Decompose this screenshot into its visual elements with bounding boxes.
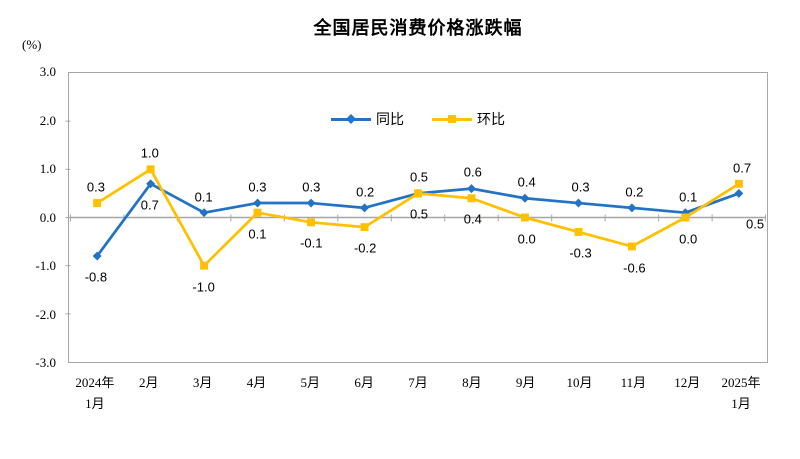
data-point-marker (253, 208, 262, 217)
x-axis-label: 12月 (674, 375, 701, 390)
data-point-marker (734, 179, 743, 188)
chart-canvas (65, 120, 767, 315)
y-axis-tick-label: 1.0 (39, 161, 56, 176)
data-label: 0.5 (409, 206, 429, 222)
data-point-marker (93, 199, 102, 208)
data-label: 0.0 (679, 231, 698, 246)
data-point-marker (573, 198, 583, 208)
y-axis-tick-label: 3.0 (39, 64, 56, 79)
data-point-marker (520, 213, 529, 222)
legend-item-mom: 环比 (432, 112, 505, 126)
x-axis-label: 5月 (300, 375, 321, 390)
data-label: 0.2 (625, 184, 644, 200)
x-axis-label: 8月 (462, 375, 482, 390)
data-label: 0.3 (86, 179, 105, 195)
x-axis-label: 2025年 1月 (721, 375, 761, 411)
legend: 同比 环比 (69, 112, 767, 126)
data-point-marker (360, 223, 369, 232)
data-label: 0.1 (248, 226, 267, 242)
data-point-marker (360, 203, 369, 213)
x-axis-label: 6月 (354, 375, 374, 390)
data-label: 0.5 (409, 169, 429, 185)
data-point-marker (467, 184, 476, 194)
x-axis-label: 3月 (192, 375, 213, 390)
y-axis-tick-label: -1.0 (35, 258, 56, 273)
data-label: 1.0 (140, 145, 159, 161)
x-axis-label: 2月 (139, 375, 159, 390)
y-axis-tick-label: -3.0 (35, 355, 56, 370)
y-axis-tick-label: 0.0 (39, 209, 56, 225)
data-label: -0.2 (353, 240, 377, 256)
x-axis-label: 11月 (620, 375, 647, 390)
data-label: 0.7 (733, 160, 752, 176)
data-label: 0.2 (356, 184, 375, 200)
legend-label-yoy: 同比 (376, 111, 404, 127)
mom-line-swatch (432, 115, 472, 123)
data-label: -0.6 (623, 260, 646, 276)
data-point-marker (307, 218, 316, 227)
data-label: 0.7 (140, 197, 159, 213)
data-label: 0.4 (463, 211, 482, 227)
chart-title: 全国居民消费价格涨跌幅 (313, 18, 523, 38)
data-label: 0.0 (517, 231, 536, 246)
square-marker-icon (448, 115, 456, 123)
data-point-marker (520, 193, 530, 203)
legend-label-mom: 环比 (477, 111, 505, 127)
plot-area: 同比 环比 -0.8 0.7 0.1 0.3 0.3 0.2 0.5 0.6 0.4 0.3 0.2… (65, 72, 768, 363)
data-point-marker (200, 261, 209, 270)
x-axis-label: 9月 (515, 375, 536, 390)
data-point-marker (627, 242, 636, 251)
yoy-line-swatch (331, 114, 371, 124)
x-axis-label: 2024年 1月 (75, 375, 115, 411)
data-label: 0.3 (571, 179, 590, 195)
data-point-marker (414, 189, 422, 198)
x-axis-label: 4月 (246, 375, 267, 390)
diamond-marker-icon (346, 114, 356, 124)
y-axis-unit-label: (%) (22, 37, 42, 52)
data-label: 0.1 (194, 189, 213, 205)
y-axis-tick-label: -2.0 (35, 306, 56, 322)
data-point-marker (627, 203, 637, 213)
data-label: -0.3 (569, 245, 592, 261)
data-label: 0.3 (248, 179, 267, 195)
data-label: -0.1 (300, 235, 323, 251)
data-label: -1.0 (192, 279, 215, 295)
data-label: 0.3 (302, 179, 321, 195)
data-label: 0.5 (746, 216, 765, 232)
data-point-marker (574, 227, 583, 236)
x-axis-label: 10月 (566, 375, 593, 390)
data-label: 0.4 (517, 174, 536, 190)
data-point-marker (467, 194, 476, 203)
data-point-marker (681, 213, 690, 222)
data-label: 0.1 (679, 189, 698, 205)
data-point-marker (734, 188, 744, 198)
data-point-marker (306, 198, 316, 208)
data-point-marker (146, 165, 155, 174)
y-axis-tick-label: 2.0 (39, 112, 56, 128)
data-label: 0.6 (463, 164, 482, 180)
x-axis-label: 7月 (408, 375, 428, 390)
legend-item-yoy: 同比 (331, 112, 404, 126)
data-point-marker (253, 198, 263, 208)
data-label: -0.8 (84, 269, 108, 285)
